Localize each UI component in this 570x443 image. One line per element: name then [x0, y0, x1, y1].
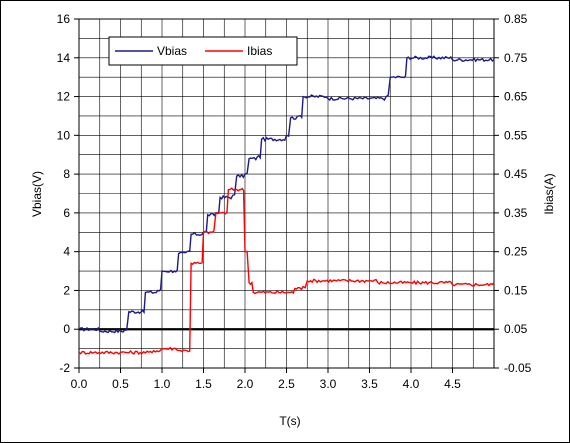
- y-right-tick-label: 0.75: [504, 51, 528, 65]
- grid-layer: [78, 18, 495, 369]
- series-layer: [78, 55, 495, 356]
- x-tick-label: 4.5: [444, 377, 461, 391]
- y-left-tick-label: 6: [63, 206, 70, 220]
- y-left-tick-label: 0: [63, 322, 70, 336]
- y-right-tick-label: 0.55: [504, 128, 528, 142]
- x-tick-label: 4.0: [403, 377, 420, 391]
- y-left-tick-label: 16: [57, 12, 71, 26]
- y-left-tick-label: 12: [57, 90, 71, 104]
- y-right-tick-label: 0.65: [504, 90, 528, 104]
- x-tick-label: 1.5: [195, 377, 212, 391]
- y-left-tick-label: 2: [63, 283, 70, 297]
- x-tick-label: 3.0: [320, 377, 337, 391]
- ticks-layer: -2 0 2 4 6 8 10 12 14 16 -0.05 0.05 0.15 0.25 0.35 0.45…: [57, 12, 532, 391]
- x-tick-label: 3.5: [361, 377, 378, 391]
- series-line-vbias: [78, 55, 495, 334]
- y-right-tick-label: 0.25: [504, 245, 528, 259]
- y-right-tick-label: 0.05: [504, 322, 528, 336]
- y-left-tick-label: 14: [57, 51, 71, 65]
- legend: Vbias Ibias: [108, 36, 298, 66]
- y-left-tick-label: 8: [63, 167, 70, 181]
- x-tick-label: 2.0: [237, 377, 254, 391]
- y-right-tick-label: 0.15: [504, 283, 528, 297]
- series-line-ibias: [78, 187, 495, 356]
- y-right-axis-title: Ibias(A): [542, 173, 556, 214]
- y-right-tick-label: -0.05: [504, 361, 532, 375]
- y-right-tick-label: 0.85: [504, 12, 528, 26]
- legend-ibias-label: Ibias: [247, 44, 272, 58]
- x-tick-label: 0.0: [71, 377, 88, 391]
- y-left-tick-label: 4: [63, 245, 70, 259]
- y-left-tick-label: -2: [59, 361, 70, 375]
- x-tick-label: 0.5: [112, 377, 129, 391]
- y-right-tick-label: 0.35: [504, 206, 528, 220]
- y-left-axis-title: Vbias(V): [30, 171, 44, 217]
- y-left-tick-label: 10: [57, 128, 71, 142]
- y-right-tick-label: 0.45: [504, 167, 528, 181]
- legend-vbias-label: Vbias: [157, 44, 187, 58]
- x-tick-label: 1.0: [154, 377, 171, 391]
- x-axis-title: T(s): [279, 414, 300, 428]
- x-tick-label: 2.5: [278, 377, 295, 391]
